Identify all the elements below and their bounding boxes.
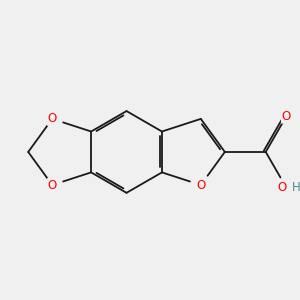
Text: O: O [196, 178, 206, 191]
Text: O: O [277, 181, 286, 194]
Text: O: O [48, 112, 57, 125]
Text: H: H [292, 181, 300, 194]
Text: O: O [48, 178, 57, 191]
Text: O: O [281, 110, 291, 123]
